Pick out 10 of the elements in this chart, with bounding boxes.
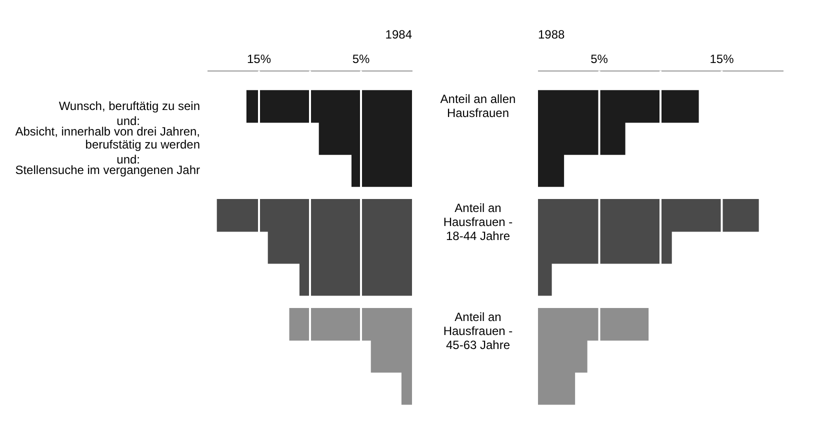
chart-title: 1984 xyxy=(385,28,412,42)
x-tick-label: 15% xyxy=(710,52,734,66)
chart-title: 1988 xyxy=(538,28,566,42)
y-tick-label: Wunsch, beruftätig zu sein xyxy=(58,98,200,113)
x-tick-label: 5% xyxy=(352,52,370,66)
x-tick-label: 15% xyxy=(246,52,272,66)
text: Anteil an Hausfrauen - 18-44 Jahre xyxy=(442,201,514,244)
text: Anteil an allen Hausfrauen xyxy=(439,92,517,120)
x-tick-label: 5% xyxy=(590,52,608,66)
text: Anteil an Hausfrauen - 45-63 Jahre xyxy=(442,310,514,352)
